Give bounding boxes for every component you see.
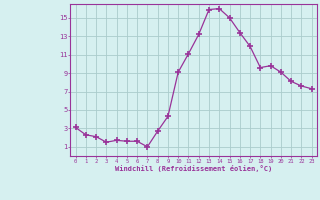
X-axis label: Windchill (Refroidissement éolien,°C): Windchill (Refroidissement éolien,°C) — [115, 165, 272, 172]
